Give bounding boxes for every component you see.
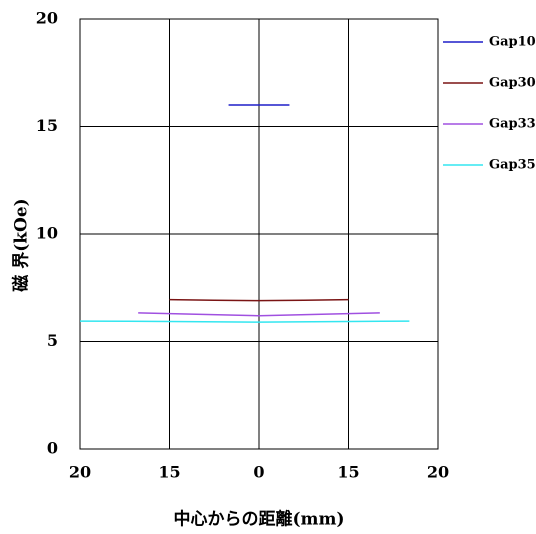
- legend-label: Gap10: [489, 35, 536, 50]
- series-line: [169, 298, 349, 302]
- x-tick-label: 20: [69, 463, 91, 482]
- y-tick-label: 20: [36, 9, 58, 28]
- legend-label: Gap30: [489, 76, 536, 91]
- legend-label: Gap33: [489, 117, 536, 132]
- x-tick-label: 15: [158, 463, 180, 482]
- series-line: [138, 312, 380, 317]
- y-tick-label: 5: [47, 331, 58, 350]
- y-tick-label: 10: [36, 224, 58, 243]
- y-tick-label: 15: [36, 116, 58, 135]
- plot-frame: [79, 18, 439, 450]
- x-tick-label: 20: [427, 463, 449, 482]
- y-axis-label: 磁 界(kOe): [11, 198, 32, 291]
- series-line: [79, 320, 410, 323]
- legend-label: Gap35: [489, 158, 536, 173]
- y-tick-label: 0: [47, 439, 58, 458]
- x-axis-label: 中心からの距離(mm): [173, 509, 344, 530]
- x-tick-label: 15: [337, 463, 359, 482]
- x-tick-label: 0: [253, 463, 264, 482]
